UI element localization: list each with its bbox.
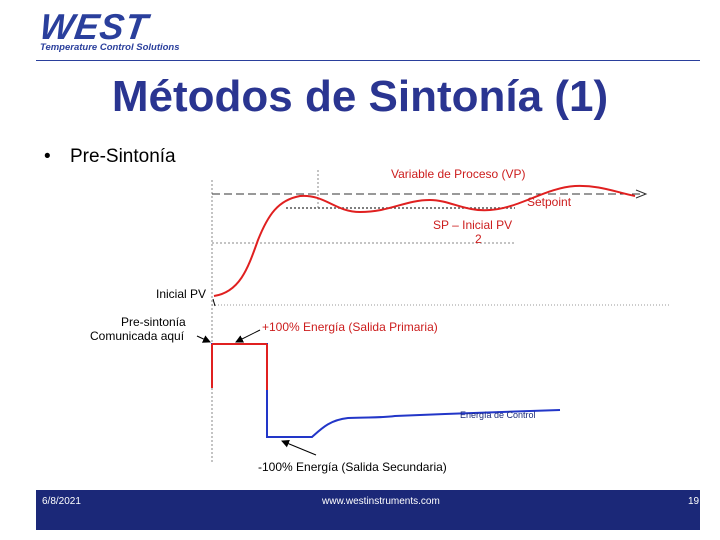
process-variable-curve: [213, 184, 636, 297]
footer-page-number: 19: [688, 496, 700, 507]
primary-output-arrow: [235, 329, 261, 343]
bullet-symbol: •: [44, 146, 51, 167]
pretune-arrow: [196, 335, 211, 343]
bullet-text: Pre-Sintonía: [70, 146, 176, 167]
header-divider: [36, 60, 700, 61]
initial-pv-pointer: [212, 298, 216, 307]
slide-title: Métodos de Sintonía (1): [111, 72, 609, 121]
footer-bar: [36, 490, 700, 530]
label-setpoint: Setpoint: [527, 195, 572, 209]
label-sp-initial-divisor: 2: [475, 232, 482, 246]
label-pretune-line2: Comunicada aquí: [90, 329, 185, 343]
label-secondary-output: -100% Energía (Salida Secundaria): [258, 460, 447, 474]
label-process-variable: Variable de Proceso (VP): [391, 167, 526, 181]
setpoint-arrowhead: [635, 189, 648, 199]
footer-date: 6/8/2021: [42, 496, 81, 507]
label-pretune-line1: Pre-sintonía: [121, 315, 186, 329]
west-logo: WEST Temperature Control Solutions: [36, 6, 196, 56]
logo-tagline: Temperature Control Solutions: [40, 42, 180, 53]
bullet-item: • Pre-Sintonía: [44, 146, 176, 168]
label-sp-initial: SP – Inicial PV: [433, 218, 513, 232]
secondary-output-arrow: [281, 439, 317, 456]
label-control-energy: Energía de Control: [460, 410, 536, 420]
energy-output-curve: [211, 343, 561, 438]
label-initial-pv: Inicial PV: [156, 287, 207, 301]
label-primary-output: +100% Energía (Salida Primaria): [262, 320, 438, 334]
footer-url[interactable]: www.westinstruments.com: [322, 496, 440, 507]
